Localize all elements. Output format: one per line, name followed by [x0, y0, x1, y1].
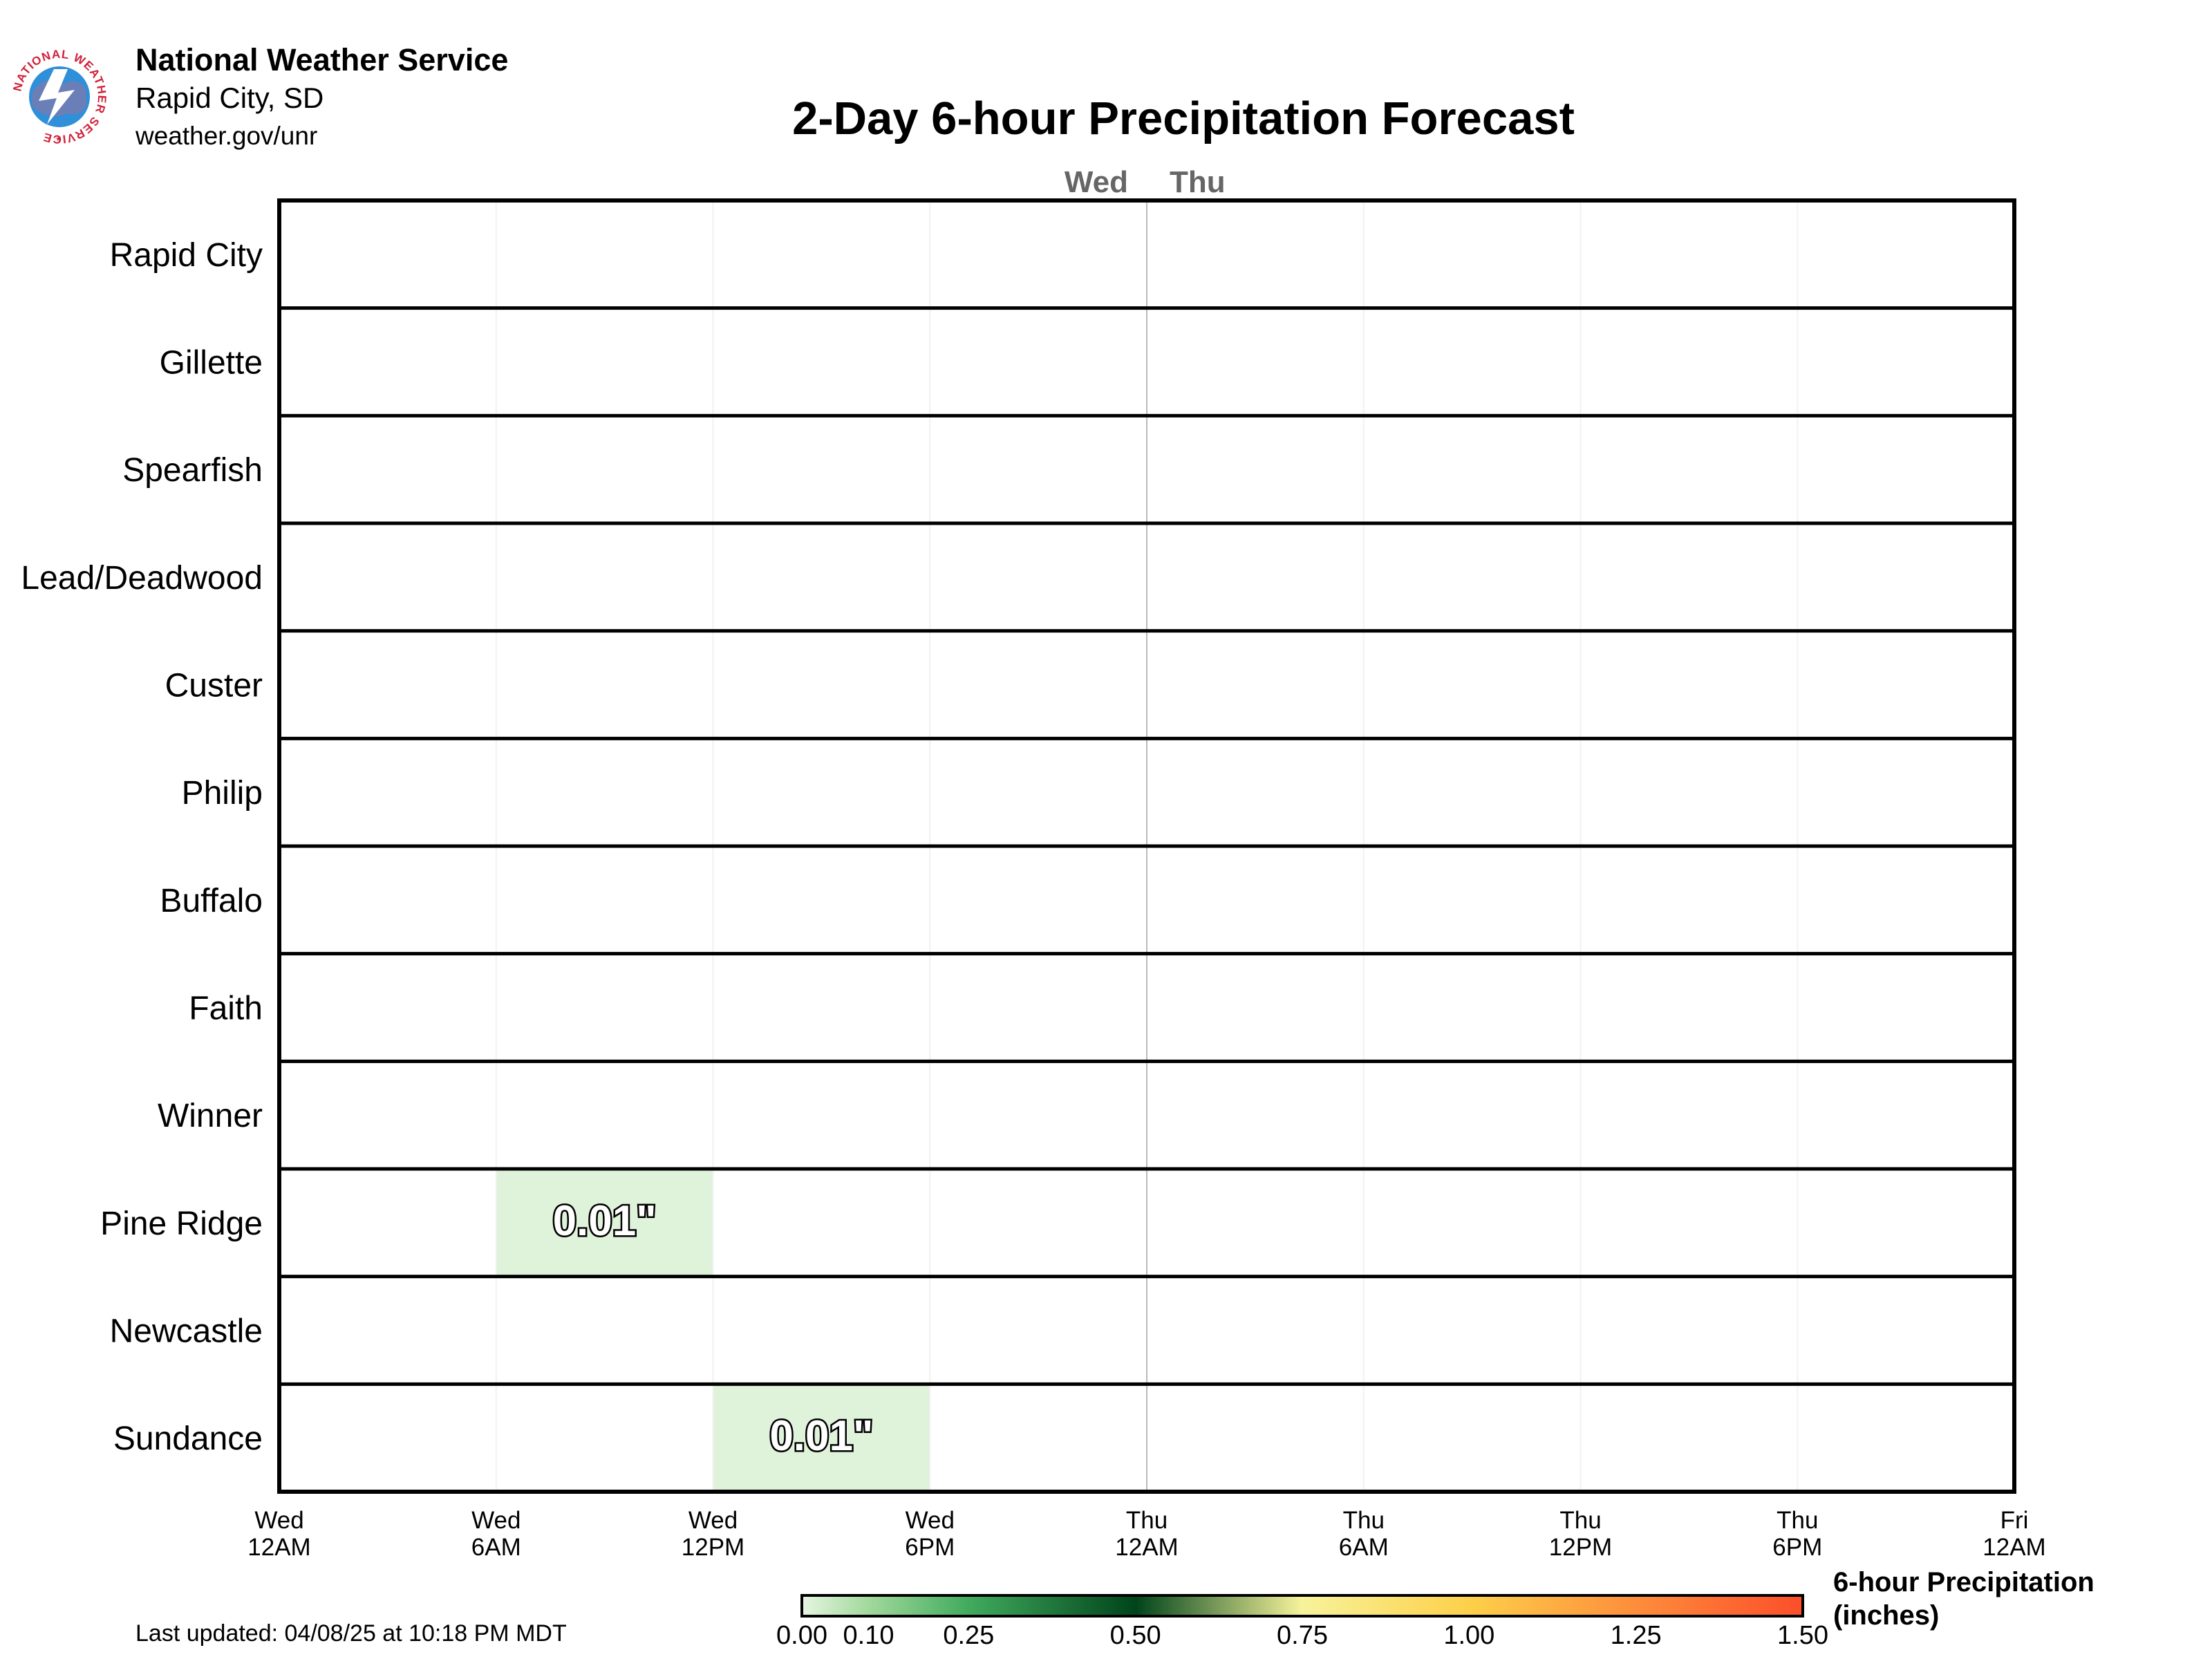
- colorbar-units: (inches): [1833, 1600, 1939, 1631]
- station-label: Gillette: [160, 345, 263, 382]
- station-label: Buffalo: [160, 883, 263, 919]
- chart-frame: [277, 198, 2016, 1494]
- time-tick-hour: 12PM: [1549, 1534, 1612, 1561]
- time-tick-day: Wed: [688, 1507, 738, 1534]
- station-label: Spearfish: [122, 452, 263, 489]
- grid-lines: [277, 198, 2016, 1494]
- time-tick-hour: 6AM: [1339, 1534, 1389, 1561]
- time-tick-day: Thu: [1126, 1507, 1168, 1534]
- time-tick-hour: 12PM: [682, 1534, 744, 1561]
- colorbar-title: 6-hour Precipitation: [1833, 1567, 2094, 1597]
- time-tick-day: Fri: [2000, 1507, 2029, 1534]
- station-label: Winner: [158, 1098, 263, 1134]
- colorbar-tick-label: 1.25: [1611, 1621, 1662, 1650]
- colorbar-tick-label: 0.25: [943, 1621, 994, 1650]
- time-tick-hour: 6AM: [471, 1534, 521, 1561]
- logo-lightning-icon: [39, 69, 75, 124]
- time-tick-hour: 12AM: [1115, 1534, 1178, 1561]
- station-label: Faith: [189, 991, 263, 1027]
- time-tick-day: Wed: [471, 1507, 521, 1534]
- office-name: Rapid City, SD: [135, 82, 324, 114]
- precip-cell: [713, 1384, 930, 1492]
- org-name: National Weather Service: [135, 42, 508, 77]
- nws-logo: NATIONAL WEATHER SERVICE ★: [10, 48, 108, 147]
- colorbar: 0.00 0.10 0.25 0.50 0.75 1.00 1.25 1.50 6-hour …: [776, 1567, 2094, 1650]
- station-label: Custer: [165, 668, 263, 704]
- station-label: Lead/Deadwood: [21, 560, 263, 597]
- colorbar-tick-label: 1.50: [1777, 1621, 1828, 1650]
- time-tick-day: Thu: [1559, 1507, 1601, 1534]
- colorbar-tick-label: 1.00: [1443, 1621, 1494, 1650]
- time-tick-day: Thu: [1777, 1507, 1818, 1534]
- colorbar-tick-label: 0.00: [776, 1621, 827, 1650]
- colorbar-tick-label: 0.50: [1110, 1621, 1161, 1650]
- last-updated: Last updated: 04/08/25 at 10:18 PM MDT: [135, 1620, 567, 1647]
- logo-star-icon: ★: [55, 135, 62, 143]
- station-label: Pine Ridge: [100, 1206, 263, 1242]
- day-label-left: Wed: [1065, 165, 1128, 199]
- colorbar-tick-label: 0.75: [1277, 1621, 1328, 1650]
- time-tick-day: Thu: [1343, 1507, 1385, 1534]
- precip-cells: 0.01" 0.01": [496, 1169, 930, 1492]
- time-tick-day: Wed: [906, 1507, 955, 1534]
- precip-cell: [496, 1169, 713, 1277]
- time-tick-hour: 6PM: [905, 1534, 955, 1561]
- station-labels: Rapid City Gillette Spearfish Lead/Deadwood…: [21, 237, 263, 1457]
- office-url[interactable]: weather.gov/unr: [135, 122, 317, 150]
- time-tick-hour: 12AM: [247, 1534, 310, 1561]
- precip-value-label: 0.01": [553, 1197, 657, 1245]
- day-label-right: Thu: [1170, 165, 1226, 199]
- colorbar-gradient: [800, 1594, 1804, 1618]
- time-tick-hour: 6PM: [1772, 1534, 1822, 1561]
- station-label: Rapid City: [110, 237, 263, 274]
- chart-title: 2-Day 6-hour Precipitation Forecast: [792, 93, 1575, 144]
- station-label: Sundance: [113, 1421, 263, 1457]
- colorbar-tick-label: 0.10: [843, 1621, 894, 1650]
- station-label: Philip: [182, 775, 263, 812]
- colorbar-ticks: 0.00 0.10 0.25 0.50 0.75 1.00 1.25 1.50: [776, 1621, 1828, 1650]
- time-tick-hour: 12AM: [1983, 1534, 2045, 1561]
- precip-value-label: 0.01": [769, 1412, 873, 1460]
- time-axis: Wed12AMWed6AMWed12PMWed6PMThu12AMThu6AMT…: [247, 1507, 2045, 1561]
- time-tick-day: Wed: [254, 1507, 303, 1534]
- station-label: Newcastle: [110, 1313, 263, 1350]
